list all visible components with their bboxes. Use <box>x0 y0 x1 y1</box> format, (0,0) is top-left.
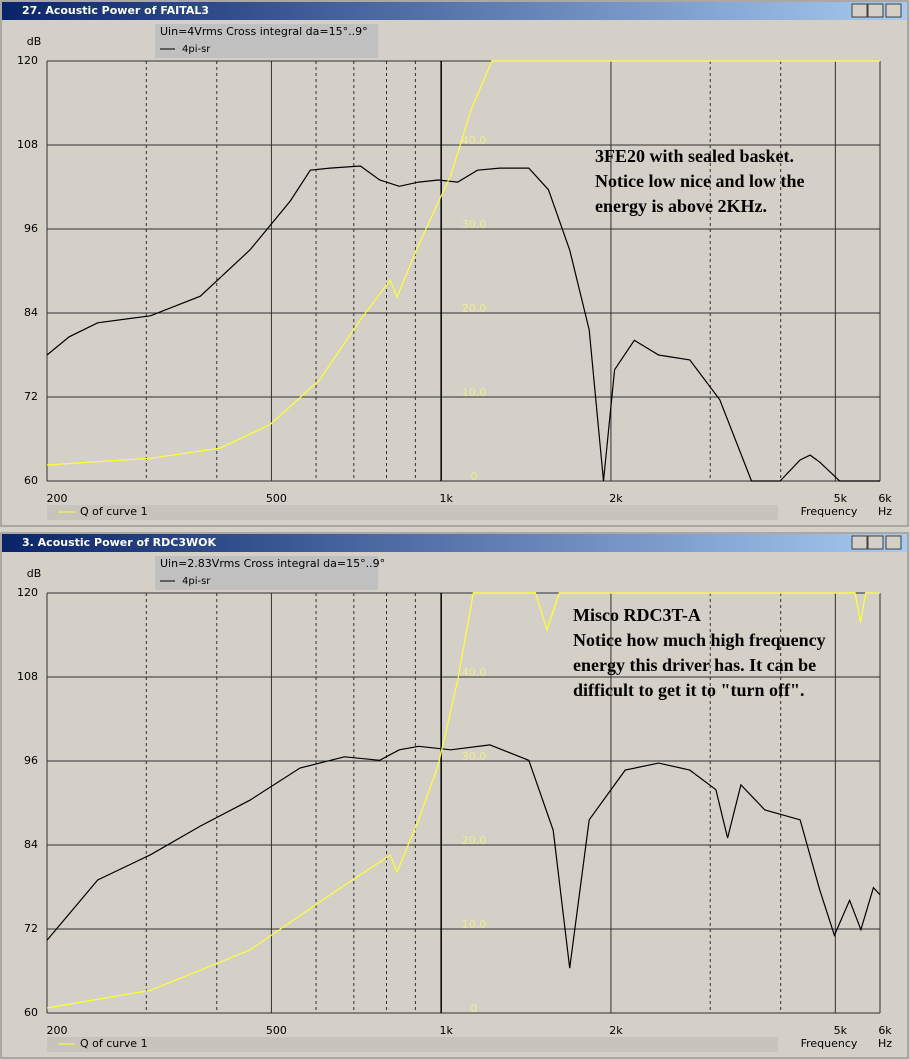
legend-entry: 4pi-sr <box>182 576 211 587</box>
annotation: Notice low nice and low the <box>595 171 804 191</box>
legend-title: Uin=4Vrms Cross integral da=15°..9° <box>160 25 368 38</box>
y-axis-label: dB <box>27 567 42 580</box>
y-tick-label: 72 <box>24 390 38 403</box>
x-axis-label: Frequency <box>801 1037 858 1050</box>
annotation: Misco RDC3T-A <box>573 605 701 625</box>
legend-entry: Q of curve 1 <box>80 505 148 518</box>
annotation: energy is above 2KHz. <box>595 196 767 216</box>
x-tick-label: 2k <box>609 492 623 505</box>
x-tick-label: 500 <box>266 1024 287 1037</box>
y2-tick-label: 30.0 <box>462 750 487 763</box>
x-tick-label: 1k <box>439 492 453 505</box>
close-button[interactable] <box>885 535 902 550</box>
data-line <box>46 165 880 482</box>
x-tick-label: 1k <box>439 1024 453 1037</box>
title-bar <box>2 2 907 20</box>
y-axis-label: dB <box>27 35 42 48</box>
maximize-button[interactable] <box>867 3 884 18</box>
x-axis-label: Frequency <box>801 505 858 518</box>
minimize-button[interactable] <box>851 535 868 550</box>
x-tick-label: 200 <box>47 1024 68 1037</box>
y2-tick-label: 40.0 <box>462 134 487 147</box>
legend-entry: Q of curve 1 <box>80 1037 148 1050</box>
y2-tick-label: 0 <box>471 470 478 483</box>
x-tick-label: 5k <box>834 492 848 505</box>
y-tick-label: 108 <box>17 138 38 151</box>
x-tick-label: 200 <box>47 492 68 505</box>
y2-tick-label: 40.0 <box>462 666 487 679</box>
legend-title: Uin=2.83Vrms Cross integral da=15°..9° <box>160 557 385 570</box>
x-tick-label: 6k <box>878 492 892 505</box>
y2-tick-label: 10.0 <box>462 386 487 399</box>
y2-tick-label: 20.0 <box>462 834 487 847</box>
x-tick-label: 6k <box>878 1024 892 1037</box>
data-line <box>46 60 880 466</box>
y-tick-label: 72 <box>24 922 38 935</box>
legend-box <box>155 24 378 58</box>
annotation: energy this driver has. It can be <box>573 655 816 675</box>
bottom-bar <box>47 1037 778 1052</box>
x-unit-label: Hz <box>878 1037 892 1050</box>
window <box>0 0 909 527</box>
y2-tick-label: 0 <box>471 1002 478 1015</box>
y2-tick-label: 30.0 <box>462 218 487 231</box>
y-tick-label: 84 <box>24 306 38 319</box>
legend-box <box>155 556 378 590</box>
y-tick-label: 120 <box>17 586 38 599</box>
y-tick-label: 60 <box>24 474 38 487</box>
y-tick-label: 96 <box>24 754 38 767</box>
annotation: Notice how much high frequency <box>573 630 826 650</box>
y-tick-label: 60 <box>24 1006 38 1019</box>
window-title: 3. Acoustic Power of RDC3WOK <box>22 536 216 549</box>
annotation: 3FE20 with sealed basket. <box>595 146 794 166</box>
close-button[interactable] <box>885 3 902 18</box>
maximize-button[interactable] <box>867 535 884 550</box>
x-tick-label: 5k <box>834 1024 848 1037</box>
y-tick-label: 96 <box>24 222 38 235</box>
window <box>0 532 909 1059</box>
y-tick-label: 84 <box>24 838 38 851</box>
window-title: 27. Acoustic Power of FAITAL3 <box>22 4 209 17</box>
data-line <box>46 744 881 969</box>
title-bar <box>2 534 907 552</box>
y-tick-label: 108 <box>17 670 38 683</box>
minimize-button[interactable] <box>851 3 868 18</box>
y2-tick-label: 10.0 <box>462 918 487 931</box>
x-tick-label: 2k <box>609 1024 623 1037</box>
data-line <box>46 592 880 1009</box>
annotation: difficult to get it to "turn off". <box>573 680 804 700</box>
y2-tick-label: 20.0 <box>462 302 487 315</box>
x-unit-label: Hz <box>878 505 892 518</box>
x-tick-label: 500 <box>266 492 287 505</box>
y-tick-label: 120 <box>17 54 38 67</box>
legend-entry: 4pi-sr <box>182 44 211 55</box>
bottom-bar <box>47 505 778 520</box>
